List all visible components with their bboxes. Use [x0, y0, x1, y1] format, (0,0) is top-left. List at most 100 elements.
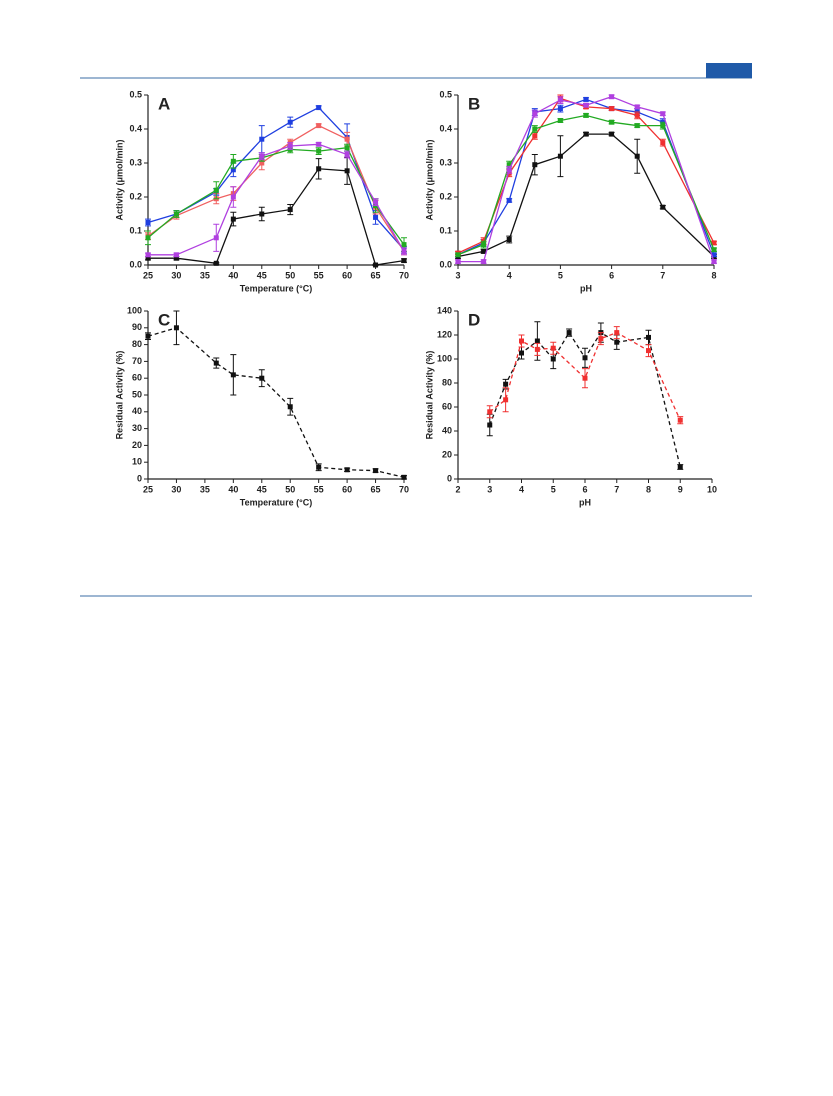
y-tick-label: 40 — [442, 425, 452, 435]
x-tick-label: 45 — [257, 484, 267, 494]
marker — [506, 167, 512, 173]
marker — [373, 199, 379, 205]
marker — [145, 220, 151, 225]
marker — [660, 123, 666, 129]
x-tick-label: 35 — [200, 484, 210, 494]
marker — [614, 339, 620, 345]
y-tick-label: 60 — [132, 373, 142, 383]
y-tick-label: 30 — [132, 423, 142, 433]
marker — [145, 333, 151, 339]
marker — [711, 259, 717, 265]
marker — [557, 118, 563, 123]
marker — [534, 338, 540, 344]
marker — [660, 204, 666, 210]
marker — [259, 136, 265, 142]
y-tick-label: 0.5 — [129, 89, 142, 99]
panel-label: B — [468, 94, 480, 113]
marker — [711, 240, 717, 246]
x-tick-label: 25 — [143, 484, 153, 494]
marker — [677, 464, 683, 470]
marker — [287, 404, 293, 410]
y-tick-label: 0 — [447, 473, 452, 483]
marker — [173, 211, 179, 217]
y-tick-label: 0.4 — [439, 123, 452, 133]
y-tick-label: 0.4 — [129, 123, 142, 133]
marker — [173, 255, 179, 261]
x-tick-label: 30 — [171, 484, 181, 494]
x-tick-label: 55 — [314, 484, 324, 494]
marker — [259, 160, 265, 166]
marker — [373, 262, 379, 268]
x-tick-label: 3 — [487, 484, 492, 494]
y-tick-label: 0.2 — [129, 191, 142, 201]
x-tick-label: 9 — [678, 484, 683, 494]
x-tick-label: 5 — [558, 270, 563, 280]
marker — [259, 211, 265, 217]
marker — [634, 104, 640, 110]
x-tick-label: 40 — [228, 484, 238, 494]
marker — [344, 145, 350, 151]
marker — [566, 330, 572, 336]
marker — [557, 153, 563, 159]
marker — [660, 140, 666, 146]
marker — [145, 255, 151, 261]
marker — [609, 106, 615, 112]
y-tick-label: 20 — [132, 440, 142, 450]
marker — [287, 143, 293, 149]
marker — [259, 375, 265, 381]
marker — [287, 119, 293, 125]
marker — [506, 197, 512, 203]
y-axis-label: Activity (μmol/min) — [424, 139, 434, 220]
marker — [519, 338, 524, 344]
series-line — [457, 133, 715, 258]
x-tick-label: 50 — [285, 484, 295, 494]
x-tick-label: 40 — [228, 270, 238, 280]
y-tick-label: 50 — [132, 389, 142, 399]
marker — [173, 252, 179, 258]
x-tick-label: 30 — [171, 270, 181, 280]
marker — [609, 131, 615, 137]
x-tick-label: 10 — [707, 484, 717, 494]
marker — [230, 167, 236, 173]
marker — [373, 214, 379, 220]
marker — [532, 126, 538, 132]
marker — [316, 105, 322, 111]
x-tick-label: 45 — [257, 270, 267, 280]
y-tick-label: 0.2 — [439, 191, 452, 201]
y-axis-label: Residual Activity (%) — [114, 351, 124, 440]
marker — [711, 247, 717, 253]
x-tick-label: 6 — [582, 484, 587, 494]
marker — [582, 375, 588, 381]
marker — [487, 422, 493, 428]
y-tick-label: 20 — [442, 449, 452, 459]
marker — [583, 112, 589, 118]
x-tick-label: 7 — [614, 484, 619, 494]
panel-label: C — [158, 310, 170, 329]
y-tick-label: 40 — [132, 406, 142, 416]
x-tick-label: 5 — [551, 484, 556, 494]
y-tick-label: 120 — [437, 329, 452, 339]
marker — [582, 355, 588, 361]
x-axis-label: pH — [580, 283, 592, 293]
marker — [344, 467, 350, 473]
marker — [532, 133, 538, 139]
marker — [550, 356, 556, 362]
marker — [660, 111, 666, 117]
x-tick-label: 4 — [519, 484, 524, 494]
x-tick-label: 60 — [342, 484, 352, 494]
marker — [316, 166, 322, 172]
y-axis-label: Activity (μmol/min) — [114, 139, 124, 220]
marker — [373, 468, 379, 474]
marker — [506, 237, 512, 242]
marker — [646, 348, 651, 354]
y-axis-label: Residual Activity (%) — [424, 351, 434, 440]
y-tick-label: 0 — [137, 473, 142, 483]
marker — [316, 141, 322, 147]
x-axis-label: Temperature (°C) — [240, 497, 312, 507]
marker — [344, 136, 350, 142]
y-tick-label: 0.0 — [439, 259, 452, 269]
marker — [401, 258, 407, 264]
y-tick-label: 100 — [127, 305, 142, 315]
y-tick-label: 60 — [442, 401, 452, 411]
y-tick-label: 80 — [442, 377, 452, 387]
